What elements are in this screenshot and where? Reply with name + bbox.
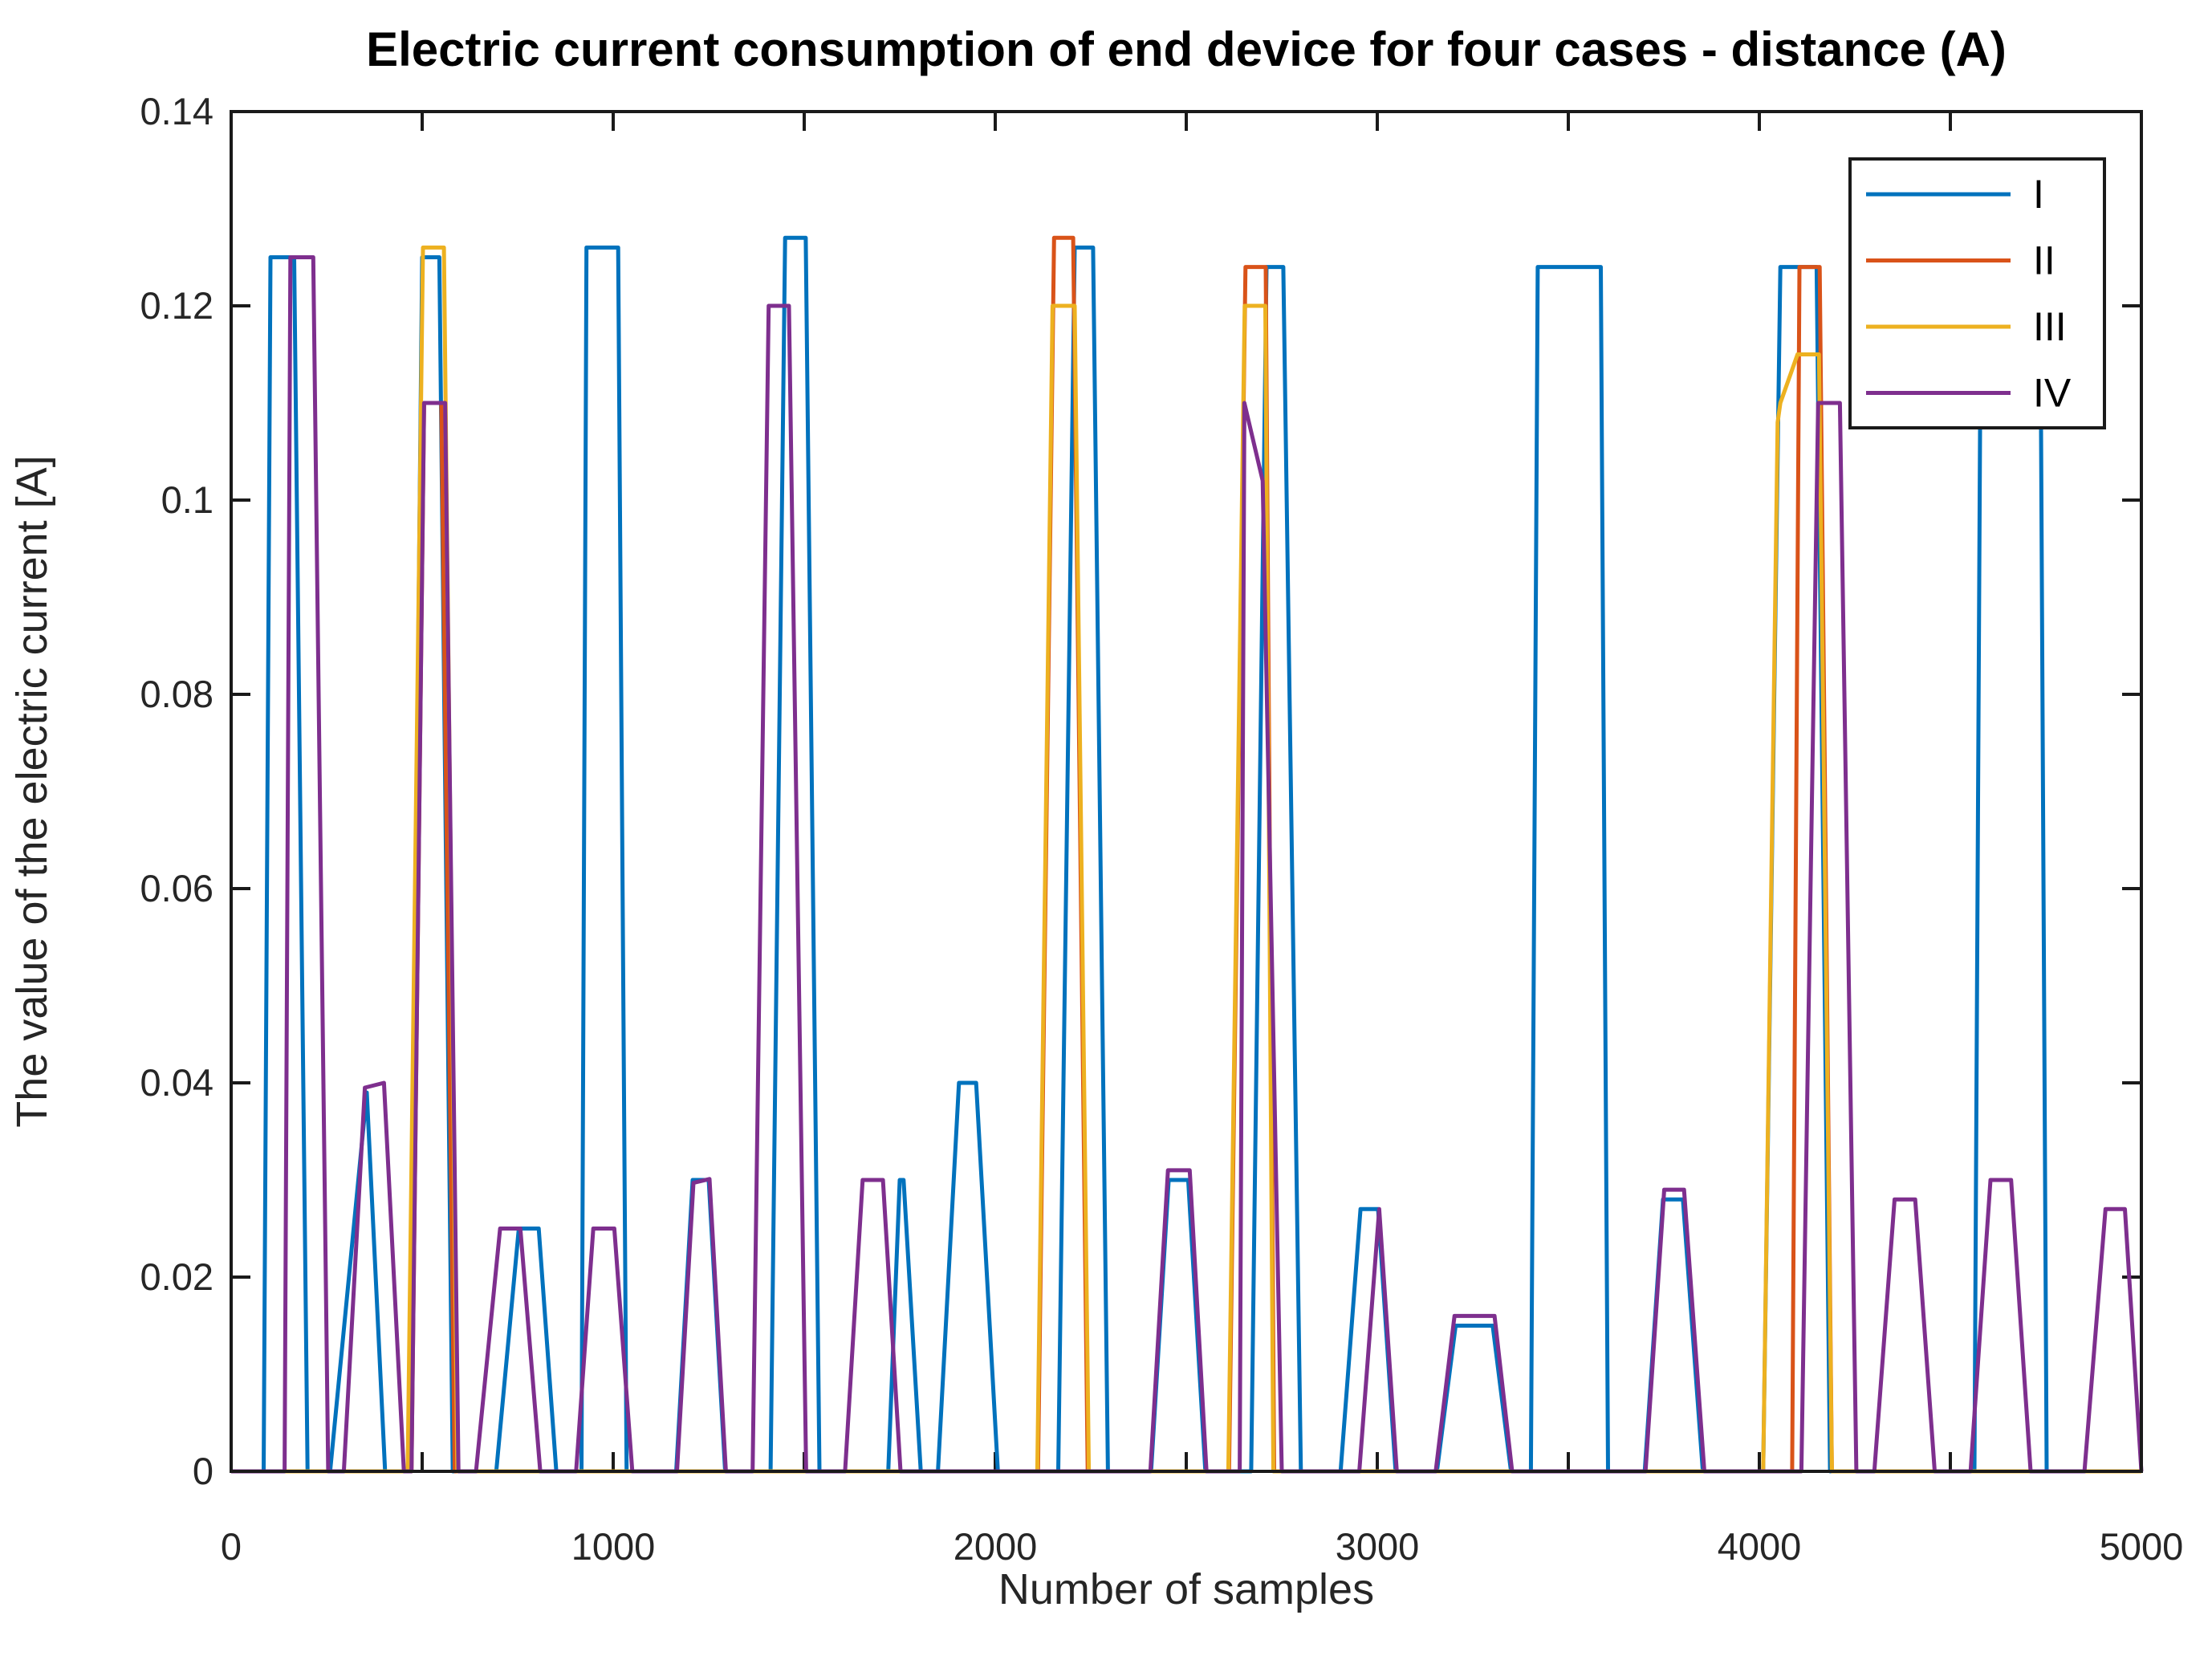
chart-title: Electric current consumption of end devi… — [366, 22, 2007, 76]
x-tick-label: 5000 — [2100, 1525, 2184, 1568]
legend-label-I: I — [2033, 172, 2044, 217]
legend-label-III: III — [2033, 304, 2067, 349]
legend-label-II: II — [2033, 238, 2055, 283]
x-tick-label: 0 — [221, 1525, 242, 1568]
y-tick-label: 0.12 — [140, 284, 213, 327]
legend-box — [1848, 157, 2106, 429]
y-tick-label: 0.1 — [161, 478, 213, 521]
y-tick-label: 0.02 — [140, 1255, 213, 1298]
x-tick-label: 2000 — [954, 1525, 1038, 1568]
y-tick-label: 0.08 — [140, 673, 213, 715]
x-axis-label: Number of samples — [998, 1565, 1374, 1613]
y-tick-label: 0 — [193, 1450, 213, 1492]
y-tick-label: 0.04 — [140, 1061, 213, 1104]
series-IV — [231, 255, 2144, 1474]
x-tick-label: 4000 — [1718, 1525, 1802, 1568]
y-axis-label: The value of the electric current [A] — [8, 455, 56, 1127]
y-tick-label: 0.14 — [140, 90, 213, 132]
x-tick-label: 3000 — [1336, 1525, 1420, 1568]
y-tick-label: 0.06 — [140, 867, 213, 909]
plot-box — [230, 110, 2143, 1473]
x-tick-label: 1000 — [571, 1525, 656, 1568]
legend-label-IV: IV — [2033, 371, 2072, 416]
